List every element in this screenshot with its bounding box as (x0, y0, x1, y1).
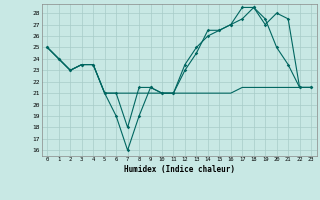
X-axis label: Humidex (Indice chaleur): Humidex (Indice chaleur) (124, 165, 235, 174)
